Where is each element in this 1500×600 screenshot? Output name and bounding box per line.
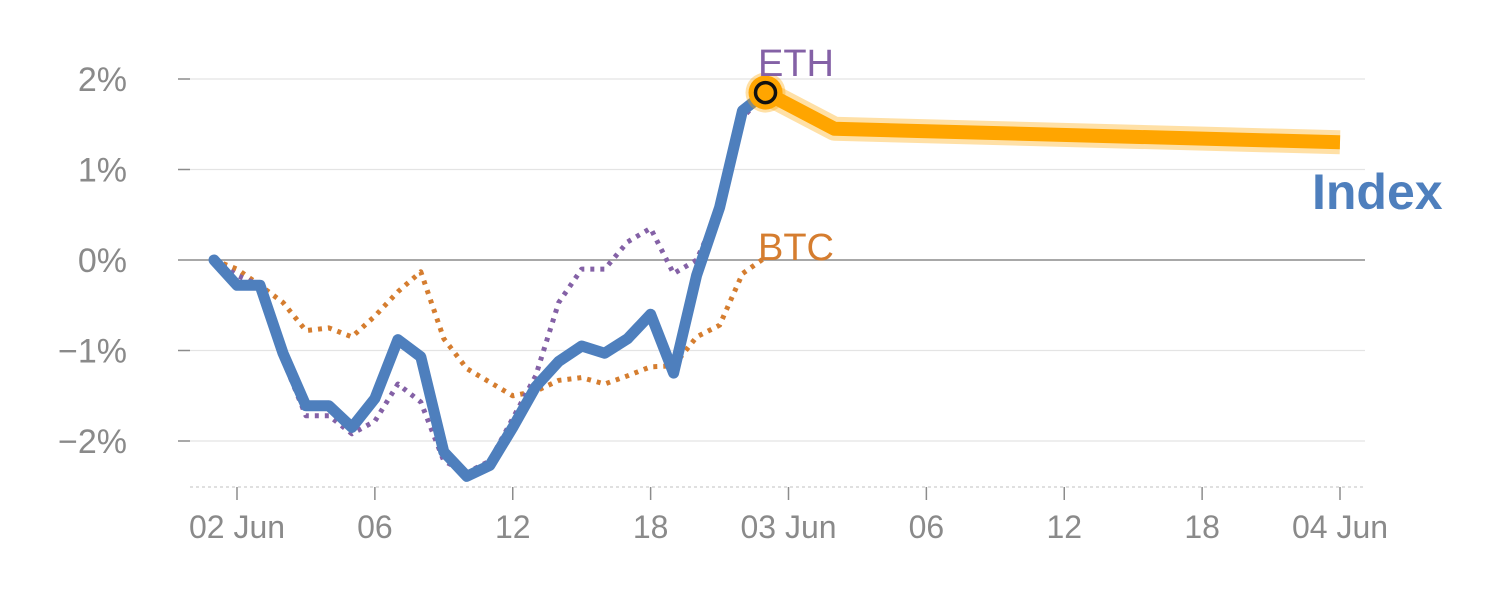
x-tick-label: 06: [357, 509, 393, 545]
current-point: [745, 72, 786, 113]
projection-line: [762, 86, 1341, 150]
y-tick-label: −2%: [58, 423, 127, 461]
y-tick-label: 0%: [78, 242, 127, 280]
y-tick-label: 1%: [78, 152, 127, 190]
x-tick-label: 12: [1046, 509, 1082, 545]
x-tick-label: 18: [1184, 509, 1220, 545]
x-tick-label: 06: [909, 509, 945, 545]
marker-dot: [753, 80, 778, 105]
y-tick-label: 2%: [78, 61, 127, 99]
index-label: Index: [1312, 164, 1443, 220]
x-tick-label: 12: [495, 509, 531, 545]
x-tick-label: 04 Jun: [1292, 509, 1388, 545]
series-labels: ETH BTC Index: [758, 43, 1443, 269]
eth-line: [212, 90, 768, 476]
index-line: [208, 87, 771, 482]
btc-label: BTC: [758, 227, 834, 269]
gridlines: [190, 78, 1365, 442]
y-tick-label: −1%: [58, 333, 127, 371]
x-axis: 02 Jun 06 12 18 03 Jun 06 12 18 04 Jun: [189, 486, 1388, 545]
eth-label: ETH: [758, 43, 834, 85]
x-tick-label: 03 Jun: [740, 509, 836, 545]
series-lines: [208, 81, 1341, 482]
x-tick-label: 02 Jun: [189, 509, 285, 545]
y-axis: 2% 1% 0% −1% −2%: [58, 61, 190, 461]
x-tick-label: 18: [633, 509, 669, 545]
